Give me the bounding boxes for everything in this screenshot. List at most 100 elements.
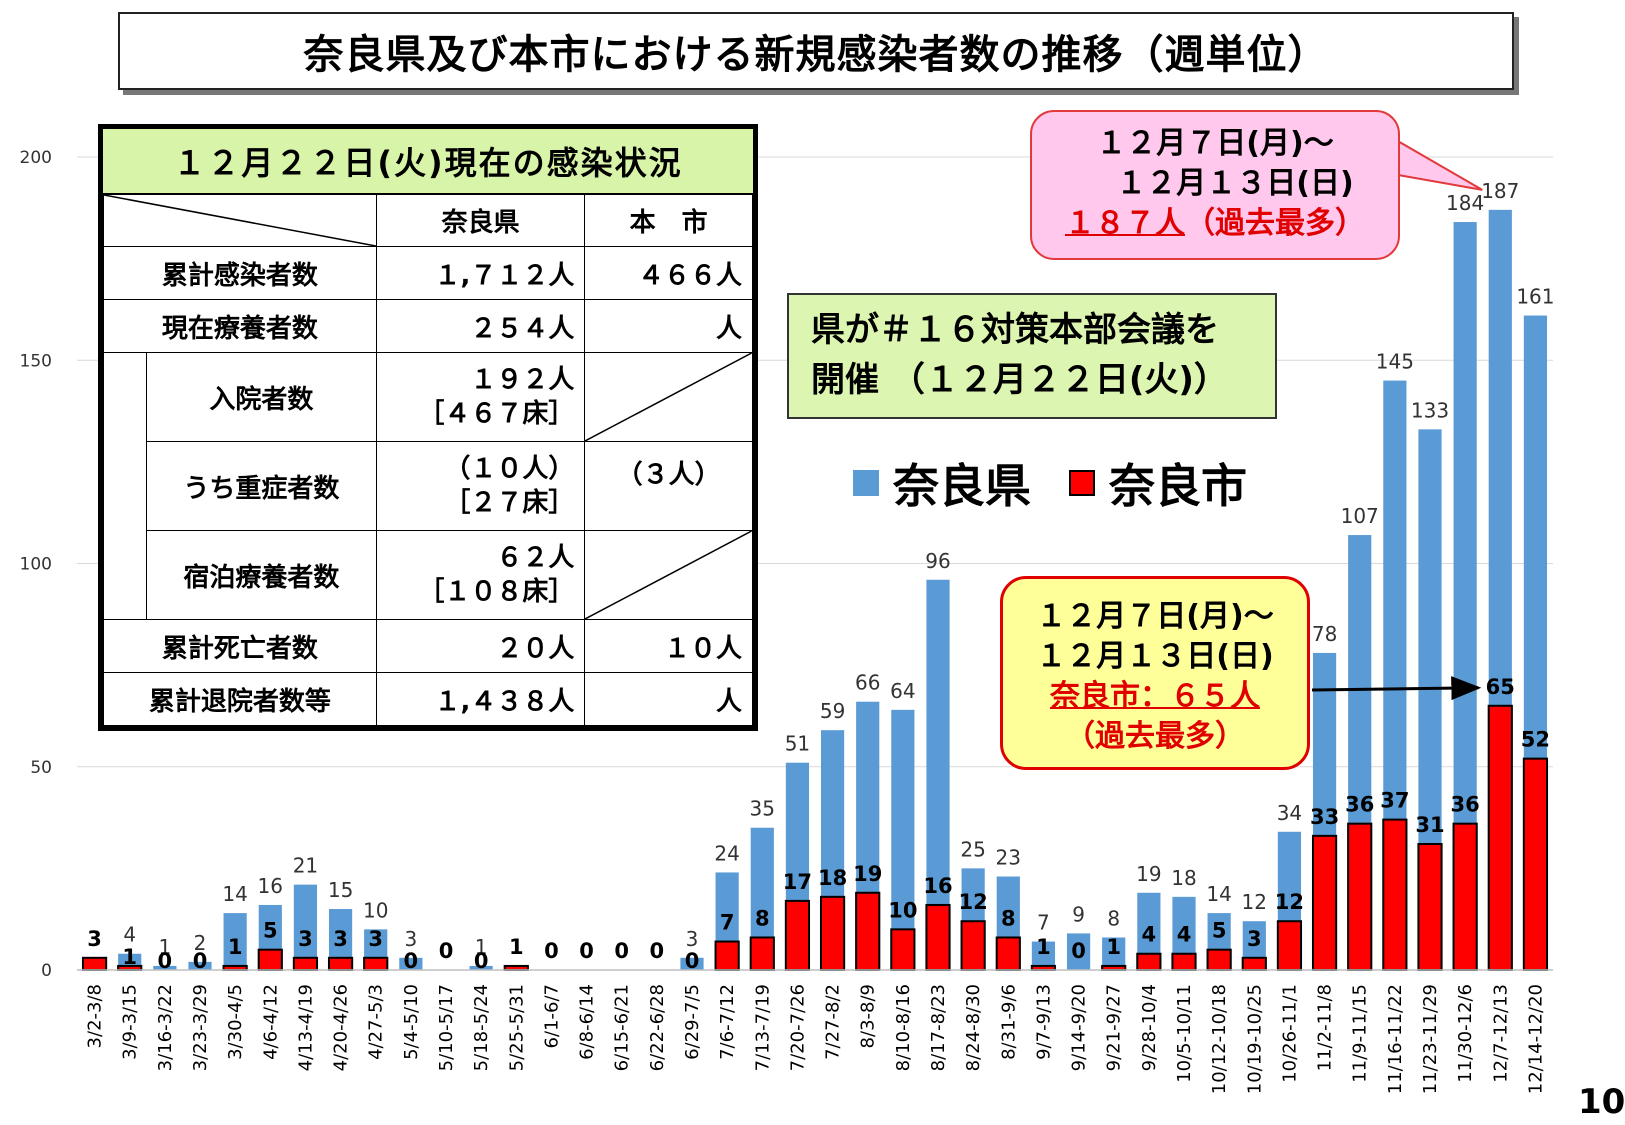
data-label-city: 19: [853, 862, 882, 886]
x-tick-label: 10/12-10/18: [1209, 984, 1230, 1094]
pref-callout-note: （過去最多）: [1185, 206, 1365, 241]
row-label-hotel: 宿泊療養者数: [145, 530, 377, 620]
bar-nara-city: [1311, 834, 1338, 971]
data-label-pref: 187: [1481, 179, 1519, 203]
row-label-discharged: 累計退院者数等: [103, 672, 377, 726]
pref-callout-count: １８７人: [1065, 206, 1185, 241]
discharged-pref: １,４３８人: [375, 672, 586, 726]
city-callout-line2: １２月１３日(日): [1036, 639, 1274, 674]
x-tick-label: 11/2-11/8: [1315, 984, 1336, 1071]
data-label-city: 4: [1142, 923, 1157, 947]
x-tick-label: 5/4-5/10: [401, 984, 422, 1060]
bar-nara-pref: [469, 965, 493, 970]
data-label-pref: 51: [785, 732, 810, 756]
x-tick-label: 5/10-5/17: [436, 984, 457, 1071]
x-tick-label: 11/23-11/29: [1420, 984, 1441, 1094]
legend-item-city: 奈良市: [1069, 450, 1247, 516]
data-label-pref: 59: [820, 699, 845, 723]
y-tick-label: 50: [30, 758, 52, 778]
data-label-pref: 1: [158, 935, 171, 959]
data-label-city: 1: [122, 945, 137, 969]
data-label-pref: 107: [1341, 504, 1379, 528]
deaths-city: １０人: [584, 619, 753, 673]
x-tick-label: 10/19-10/25: [1244, 984, 1265, 1094]
hospital-city-diagonal: [584, 352, 753, 442]
data-label-city: 3: [368, 927, 383, 951]
bar-nara-city: [1347, 822, 1373, 971]
data-label-city: 37: [1380, 789, 1409, 813]
x-tick-label: 6/1-6/7: [541, 984, 562, 1048]
data-label-pref: 9: [1072, 902, 1085, 926]
bar-nara-pref: [1102, 937, 1126, 970]
pref-record-callout: １２月７日(月)～ １２月１３日(日) １８７人（過去最多）: [1030, 110, 1400, 260]
data-label-city: 3: [333, 927, 348, 951]
x-tick-label: 8/3-8/9: [858, 984, 879, 1048]
data-label-city: 1: [1036, 935, 1051, 959]
x-tick-label: 9/14-9/20: [1069, 984, 1090, 1071]
x-axis-ticks: 3/2-3/8 3/9-3/15 3/16-3/22 3/23-3/29 3/30-4/…: [85, 984, 1547, 1094]
data-label-city: 0: [1071, 939, 1086, 963]
bar-nara-pref: [1066, 933, 1091, 970]
bar-nara-pref: [926, 579, 950, 970]
bar-nara-city: [1276, 920, 1303, 971]
hotel-pref-cell: ６２人 ［１０８床］: [375, 530, 586, 620]
data-label-pref: 4: [123, 923, 136, 947]
data-label-pref: 14: [222, 882, 247, 906]
bar-nara-city: [1382, 818, 1408, 971]
data-label-city: 3: [87, 927, 102, 951]
data-label-pref: 34: [1277, 801, 1302, 825]
bar-nara-city: [995, 936, 1021, 971]
data-label-pref: 21: [293, 854, 318, 878]
x-tick-label: 12/14-12/20: [1525, 984, 1546, 1094]
bar-nara-city: [1136, 952, 1162, 971]
data-label-pref: 3: [686, 927, 699, 951]
data-label-city: 36: [1451, 793, 1480, 817]
row-label-hospital: 入院者数: [145, 352, 377, 442]
data-label-pref: 184: [1446, 191, 1484, 215]
data-label-city: 5: [263, 919, 278, 943]
meeting-note-line2: 開催 （１２月２２日(火)）: [811, 360, 1228, 400]
bars: [81, 209, 1549, 972]
data-label-city: 0: [579, 939, 594, 963]
bar-nara-pref: [328, 909, 353, 970]
bar-nara-pref: [1137, 892, 1161, 970]
x-tick-label: 6/22-6/28: [647, 984, 668, 1071]
x-tick-label: 10/5-10/11: [1174, 984, 1195, 1083]
bar-nara-city: [925, 903, 951, 972]
status-table: １２月２２日(火)現在の感染状況 奈良県 本 市 累計感染者数 １,７１２人 ４…: [98, 124, 758, 731]
data-label-pref: 16: [258, 874, 283, 898]
row-label-deaths: 累計死亡者数: [103, 619, 377, 673]
data-label-city: 18: [818, 866, 847, 890]
bar-nara-pref: [1031, 941, 1056, 970]
city-callout-line1: １２月７日(月)～: [1036, 599, 1274, 634]
y-tick-label: 200: [20, 148, 52, 168]
hotel-city-diagonal: [584, 530, 753, 620]
hotel-pref: ６２人: [496, 543, 575, 573]
data-label-city: 0: [404, 949, 419, 973]
col-header-pref: 奈良県: [375, 194, 586, 247]
data-label-city: 5: [1212, 919, 1227, 943]
bar-nara-city: [855, 891, 881, 972]
y-axis-ticks: 0 50 100 150 200: [20, 148, 52, 981]
data-label-city: 0: [474, 949, 489, 973]
data-label-pref: 35: [750, 797, 775, 821]
bar-nara-city: [1522, 757, 1549, 971]
data-label-city: 0: [614, 939, 629, 963]
data-label-pref: 133: [1411, 398, 1449, 422]
data-label-pref: 14: [1206, 882, 1231, 906]
data-label-pref: 145: [1376, 350, 1414, 374]
city-callout-count: 奈良市：６５人: [1050, 679, 1260, 714]
hotel-beds: ［１０８床］: [418, 577, 575, 607]
data-label-pref: 161: [1516, 285, 1554, 309]
data-label-pref: 64: [890, 679, 915, 703]
bar-nara-city: [1417, 842, 1443, 971]
city-record-callout: １２月７日(月)～ １２月１３日(日) 奈良市：６５人 （過去最多）: [1000, 576, 1310, 770]
data-label-city: 1: [1106, 935, 1121, 959]
x-tick-label: 5/25-5/31: [506, 984, 527, 1071]
cumulative-pref: １,７１２人: [375, 246, 586, 300]
data-label-city: 8: [1001, 906, 1016, 930]
data-label-city: 1: [509, 935, 524, 959]
current-pref: ２５４人: [375, 299, 586, 353]
meeting-note: 県が＃１６対策本部会議を 開催 （１２月２２日(火)）: [787, 293, 1277, 419]
data-label-city: 1: [228, 935, 243, 959]
